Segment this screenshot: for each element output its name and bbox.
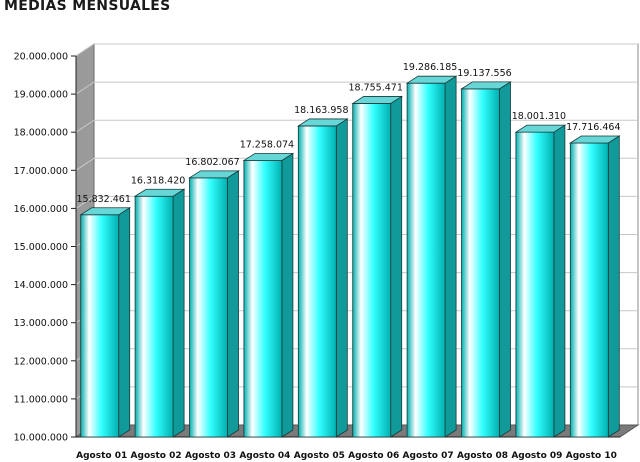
y-tick-label: 19.000.000 [14, 90, 68, 101]
bar-side [172, 188, 185, 438]
data-label: 17.258.074 [240, 139, 294, 150]
bar-top [296, 118, 349, 127]
data-label: 19.286.185 [403, 62, 457, 73]
y-tick-label: 20.000.000 [14, 52, 68, 63]
y-tick-label: 18.000.000 [14, 128, 68, 139]
bar-side [227, 170, 239, 438]
bar [514, 124, 567, 438]
gridline [75, 119, 638, 133]
bar-side [499, 81, 511, 438]
x-tick-label: Agosto 08 [457, 451, 508, 461]
bar-top [405, 75, 458, 84]
bar-front [80, 214, 120, 438]
bar-side [335, 118, 348, 438]
x-tick-label: Agosto 01 [76, 451, 127, 461]
bar-top [188, 170, 240, 179]
bar-front [461, 88, 500, 438]
bar-side [553, 124, 566, 438]
y-tick-label: 17.000.000 [14, 166, 68, 177]
bar-side [281, 152, 294, 438]
x-tick-label: Agosto 07 [403, 451, 454, 461]
bar-side [444, 75, 457, 438]
gridline [75, 81, 638, 95]
x-tick-label: Agosto 03 [185, 451, 236, 461]
data-label: 17.716.464 [566, 122, 620, 133]
bar-side [390, 95, 403, 438]
gridline [75, 195, 638, 209]
bar-front [134, 195, 174, 438]
bar [405, 75, 458, 438]
bar-front [189, 177, 228, 438]
bar [79, 207, 132, 438]
x-tick-label: Agosto 04 [239, 451, 290, 461]
bar-top [351, 96, 404, 104]
bar-front [406, 82, 446, 438]
bar-side [118, 207, 131, 438]
bar [242, 152, 295, 438]
bar [296, 118, 349, 438]
data-label: 16.318.420 [131, 175, 185, 186]
bar [133, 188, 186, 438]
data-label: 16.802.067 [185, 157, 239, 168]
bar-front [297, 125, 337, 438]
x-tick-label: Agosto 10 [566, 451, 617, 461]
y-tick-label: 14.000.000 [14, 280, 68, 291]
y-tick-label: 15.000.000 [14, 242, 68, 253]
data-label: 18.001.310 [512, 111, 566, 122]
data-label: 18.163.958 [294, 105, 348, 116]
y-tick-label: 11.000.000 [14, 394, 68, 405]
x-tick-label: Agosto 09 [511, 451, 562, 461]
bar-top [242, 153, 295, 161]
bar-front [352, 103, 392, 438]
data-label: 18.755.471 [348, 82, 402, 93]
bar-side [607, 135, 620, 438]
gridline [75, 43, 638, 57]
data-label: 15.832.461 [76, 194, 130, 205]
x-tick-label: Agosto 02 [131, 451, 182, 461]
y-tick-label: 16.000.000 [14, 204, 68, 215]
y-tick-label: 10.000.000 [14, 433, 68, 444]
chart-title: MEDIAS MENSUALES [4, 0, 171, 14]
bar-front [243, 160, 283, 438]
bar-top [133, 188, 186, 197]
y-tick-label: 12.000.000 [14, 356, 68, 367]
y-tick-label: 13.000.000 [14, 318, 68, 329]
bar [460, 81, 512, 438]
bar-top [79, 207, 132, 216]
bar-front [569, 142, 609, 438]
bar-top [460, 81, 512, 90]
bar [568, 135, 621, 438]
data-label: 19.137.556 [457, 68, 511, 79]
x-tick-label: Agosto 05 [294, 451, 345, 461]
gridline [75, 157, 638, 171]
bar [351, 95, 404, 438]
bar-top [514, 124, 567, 133]
x-tick-label: Agosto 06 [348, 451, 399, 461]
bar [188, 170, 240, 438]
bar-top [568, 135, 621, 144]
bar-front [515, 131, 555, 438]
